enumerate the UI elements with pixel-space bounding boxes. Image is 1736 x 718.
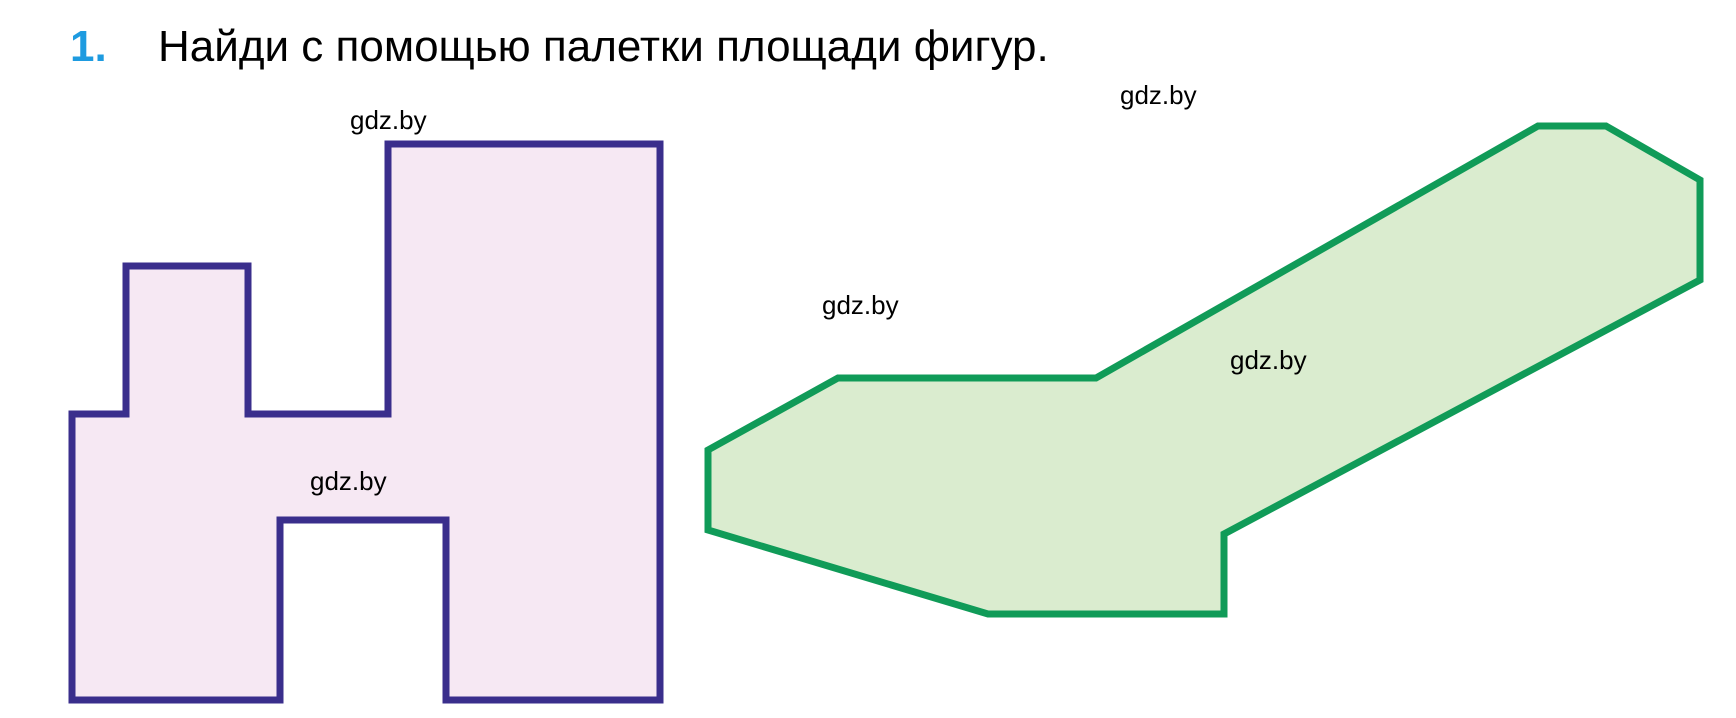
exercise-text: Найди с помощью палетки площади фигур.: [158, 22, 1049, 72]
watermark: gdz.by: [822, 290, 899, 321]
watermark: gdz.by: [1120, 80, 1197, 111]
right-shape: [700, 120, 1710, 680]
watermark: gdz.by: [310, 466, 387, 497]
exercise-number: 1.: [70, 22, 107, 72]
watermark: gdz.by: [350, 105, 427, 136]
watermark: gdz.by: [1230, 345, 1307, 376]
left-shape-polygon: [72, 144, 660, 700]
right-shape-polygon: [708, 126, 1700, 614]
page-canvas: 1. Найди с помощью палетки площади фигур…: [0, 0, 1736, 718]
left-shape: [68, 140, 658, 710]
